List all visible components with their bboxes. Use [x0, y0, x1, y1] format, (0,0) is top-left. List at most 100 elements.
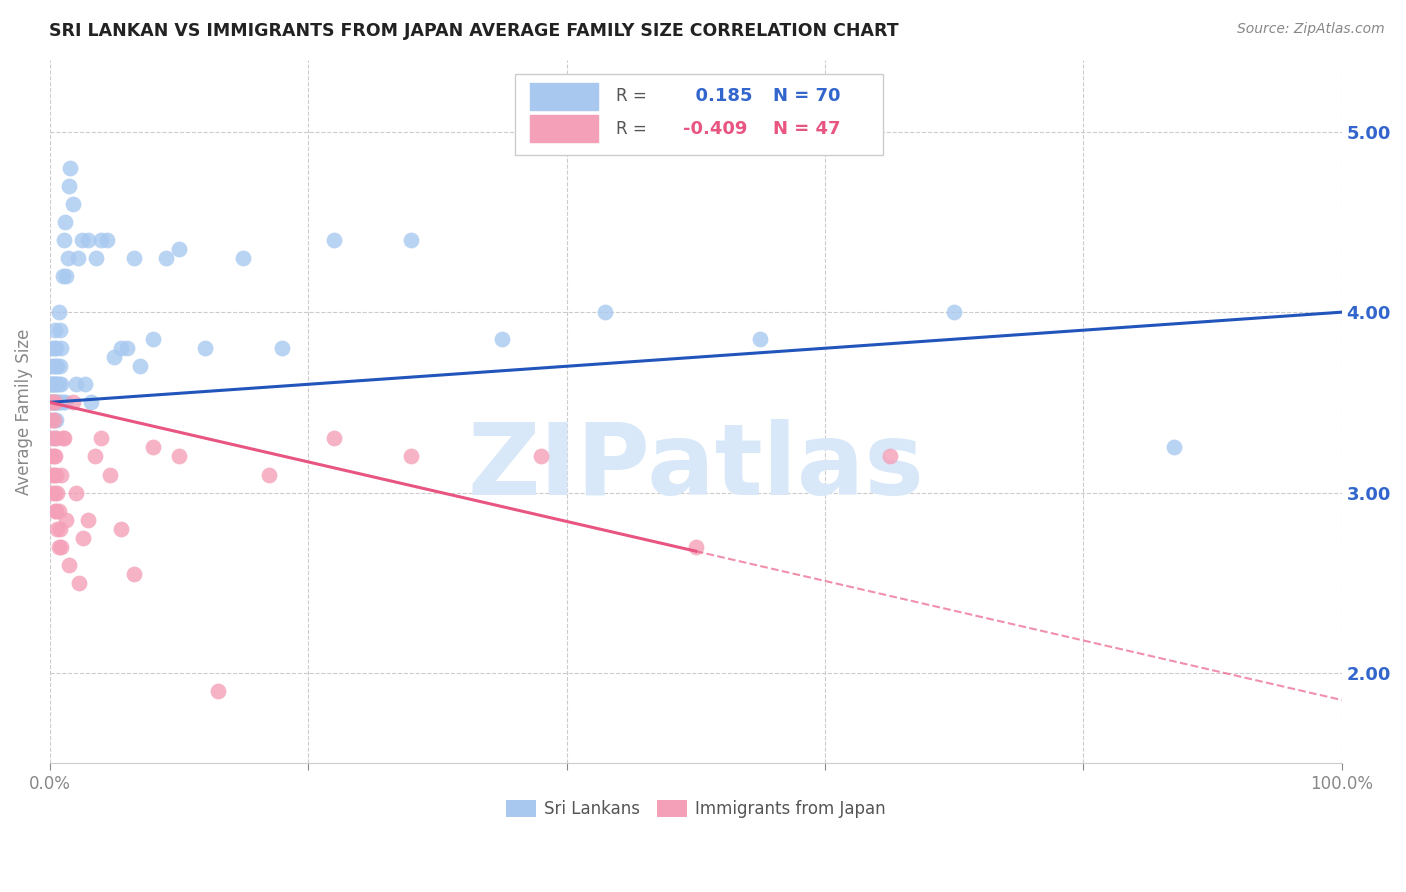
Bar [530, 115, 598, 142]
Point [59, 161, 82, 175]
Point [115, 341, 138, 355]
Text: ZIPatlas: ZIPatlas [467, 419, 924, 516]
Point [70, 233, 93, 247]
Point [51, 377, 73, 392]
Text: N = 70: N = 70 [773, 87, 841, 105]
Point [167, 450, 190, 464]
Point [491, 332, 513, 346]
Point [45, 413, 67, 427]
Point [48, 540, 70, 554]
Legend: Sri Lankans, Immigrants from Japan: Sri Lankans, Immigrants from Japan [499, 794, 893, 825]
Point [49, 522, 72, 536]
Point [51, 341, 73, 355]
Point [45, 432, 67, 446]
Point [879, 450, 901, 464]
Point [39, 395, 62, 409]
Point [323, 233, 346, 247]
Point [44, 377, 66, 392]
Point [39, 359, 62, 374]
Point [749, 332, 772, 346]
Point [83, 450, 105, 464]
Point [48, 503, 70, 517]
Point [44, 395, 66, 409]
Point [84, 251, 107, 265]
Text: R =: R = [616, 120, 647, 137]
Text: -0.409: -0.409 [683, 120, 747, 137]
Point [41, 341, 63, 355]
Point [401, 233, 423, 247]
Point [48, 377, 70, 392]
Point [122, 251, 145, 265]
Point [73, 377, 96, 392]
Point [53, 215, 76, 229]
Point [45, 377, 67, 392]
Point [44, 432, 66, 446]
Point [49, 323, 72, 337]
Point [77, 513, 100, 527]
Text: 0.185: 0.185 [683, 87, 752, 105]
Point [530, 450, 553, 464]
Point [593, 305, 616, 319]
Point [46, 395, 69, 409]
Text: SRI LANKAN VS IMMIGRANTS FROM JAPAN AVERAGE FAMILY SIZE CORRELATION CHART: SRI LANKAN VS IMMIGRANTS FROM JAPAN AVER… [49, 22, 898, 40]
Point [52, 233, 75, 247]
Point [51, 540, 73, 554]
Text: R =: R = [616, 87, 647, 105]
Point [62, 197, 84, 211]
Point [67, 575, 90, 590]
Point [44, 503, 66, 517]
Point [45, 359, 67, 374]
Point [65, 377, 87, 392]
Point [52, 268, 75, 283]
Point [67, 251, 90, 265]
FancyBboxPatch shape [515, 74, 883, 154]
Point [41, 467, 63, 482]
Point [44, 395, 66, 409]
Point [41, 377, 63, 392]
Point [42, 413, 65, 427]
Point [39, 395, 62, 409]
Point [259, 467, 281, 482]
Point [45, 395, 67, 409]
Point [41, 395, 63, 409]
Point [80, 395, 103, 409]
Point [41, 395, 63, 409]
Point [52, 432, 75, 446]
Point [42, 413, 65, 427]
Point [167, 242, 190, 256]
Point [103, 351, 125, 365]
Point [42, 359, 65, 374]
Point [100, 467, 122, 482]
Point [232, 251, 254, 265]
Point [155, 251, 177, 265]
Point [55, 268, 77, 283]
Point [72, 531, 94, 545]
Point [46, 377, 69, 392]
Point [58, 558, 80, 572]
Point [943, 305, 966, 319]
Point [401, 450, 423, 464]
Point [45, 467, 67, 482]
Point [39, 413, 62, 427]
Point [52, 395, 75, 409]
Point [52, 432, 75, 446]
Point [129, 359, 152, 374]
Text: N = 47: N = 47 [773, 120, 841, 137]
Point [207, 684, 229, 698]
Point [55, 513, 77, 527]
Point [51, 467, 73, 482]
Bar [530, 83, 598, 110]
Point [39, 450, 62, 464]
Point [56, 251, 79, 265]
Point [44, 485, 66, 500]
Point [41, 377, 63, 392]
Point [44, 341, 66, 355]
Point [142, 441, 165, 455]
Point [42, 395, 65, 409]
Point [49, 359, 72, 374]
Point [90, 233, 112, 247]
Point [122, 566, 145, 581]
Point [46, 485, 69, 500]
Point [44, 323, 66, 337]
Point [323, 432, 346, 446]
